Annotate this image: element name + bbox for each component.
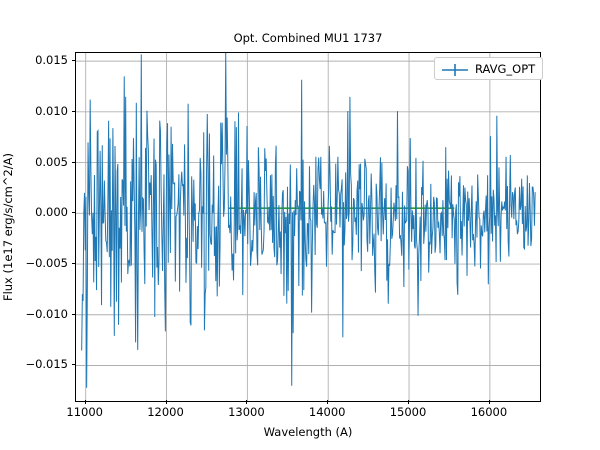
y-axis-tick: −0.010 [0, 308, 68, 320]
y-axis-tick-label: 0.015 [35, 53, 68, 68]
legend-errorbar-icon [441, 62, 469, 76]
x-axis-tick-mark [327, 400, 329, 404]
y-axis-tick-mark [71, 60, 75, 62]
y-axis-tick: 0.005 [0, 156, 68, 168]
x-axis-tick-mark [84, 400, 86, 404]
y-axis-tick: 0.000 [0, 206, 68, 218]
y-axis-tick-label: 0.010 [35, 103, 68, 118]
spectrum-data-line [81, 53, 536, 388]
x-axis-tick-mark [488, 400, 490, 404]
plot-area [75, 52, 541, 402]
x-axis-tick-label: 12000 [147, 405, 184, 419]
y-axis-tick-mark [71, 110, 75, 112]
y-axis-tick: −0.005 [0, 257, 68, 269]
x-axis-tick-label: 16000 [470, 405, 508, 419]
spectrum-plot [76, 53, 540, 401]
y-axis-tick-mark [71, 263, 75, 265]
x-axis-tick-label: 14000 [308, 405, 346, 419]
x-axis-tick-label: 15000 [389, 405, 427, 419]
y-axis-tick: −0.015 [0, 358, 68, 370]
legend-label-ravg-opt: RAVG_OPT [475, 61, 536, 76]
x-axis-tick-mark [408, 400, 410, 404]
page-title: Opt. Combined MU1 1737 [233, 31, 383, 45]
y-axis-tick-mark [71, 161, 75, 163]
y-axis-tick: 0.010 [0, 105, 68, 117]
y-axis-tick-label: −0.015 [25, 357, 68, 372]
y-axis-tick-label: 0.005 [35, 154, 68, 169]
x-axis-label: Wavelength (A) [263, 425, 353, 439]
y-axis-tick-label: −0.005 [25, 256, 68, 271]
legend[interactable]: RAVG_OPT [434, 57, 544, 80]
y-axis-tick-label: 0.000 [35, 205, 68, 220]
y-axis-tick-mark [71, 364, 75, 366]
x-axis-tick-mark [246, 400, 248, 404]
x-axis-tick-label: 11000 [66, 405, 103, 419]
y-axis-tick: 0.015 [0, 54, 68, 66]
y-axis-tick-mark [71, 212, 75, 214]
x-axis-tick-mark [165, 400, 167, 404]
y-axis-tick-mark [71, 313, 75, 315]
x-axis-tick-label: 13000 [228, 405, 265, 419]
y-axis-tick-label: −0.010 [25, 306, 68, 321]
